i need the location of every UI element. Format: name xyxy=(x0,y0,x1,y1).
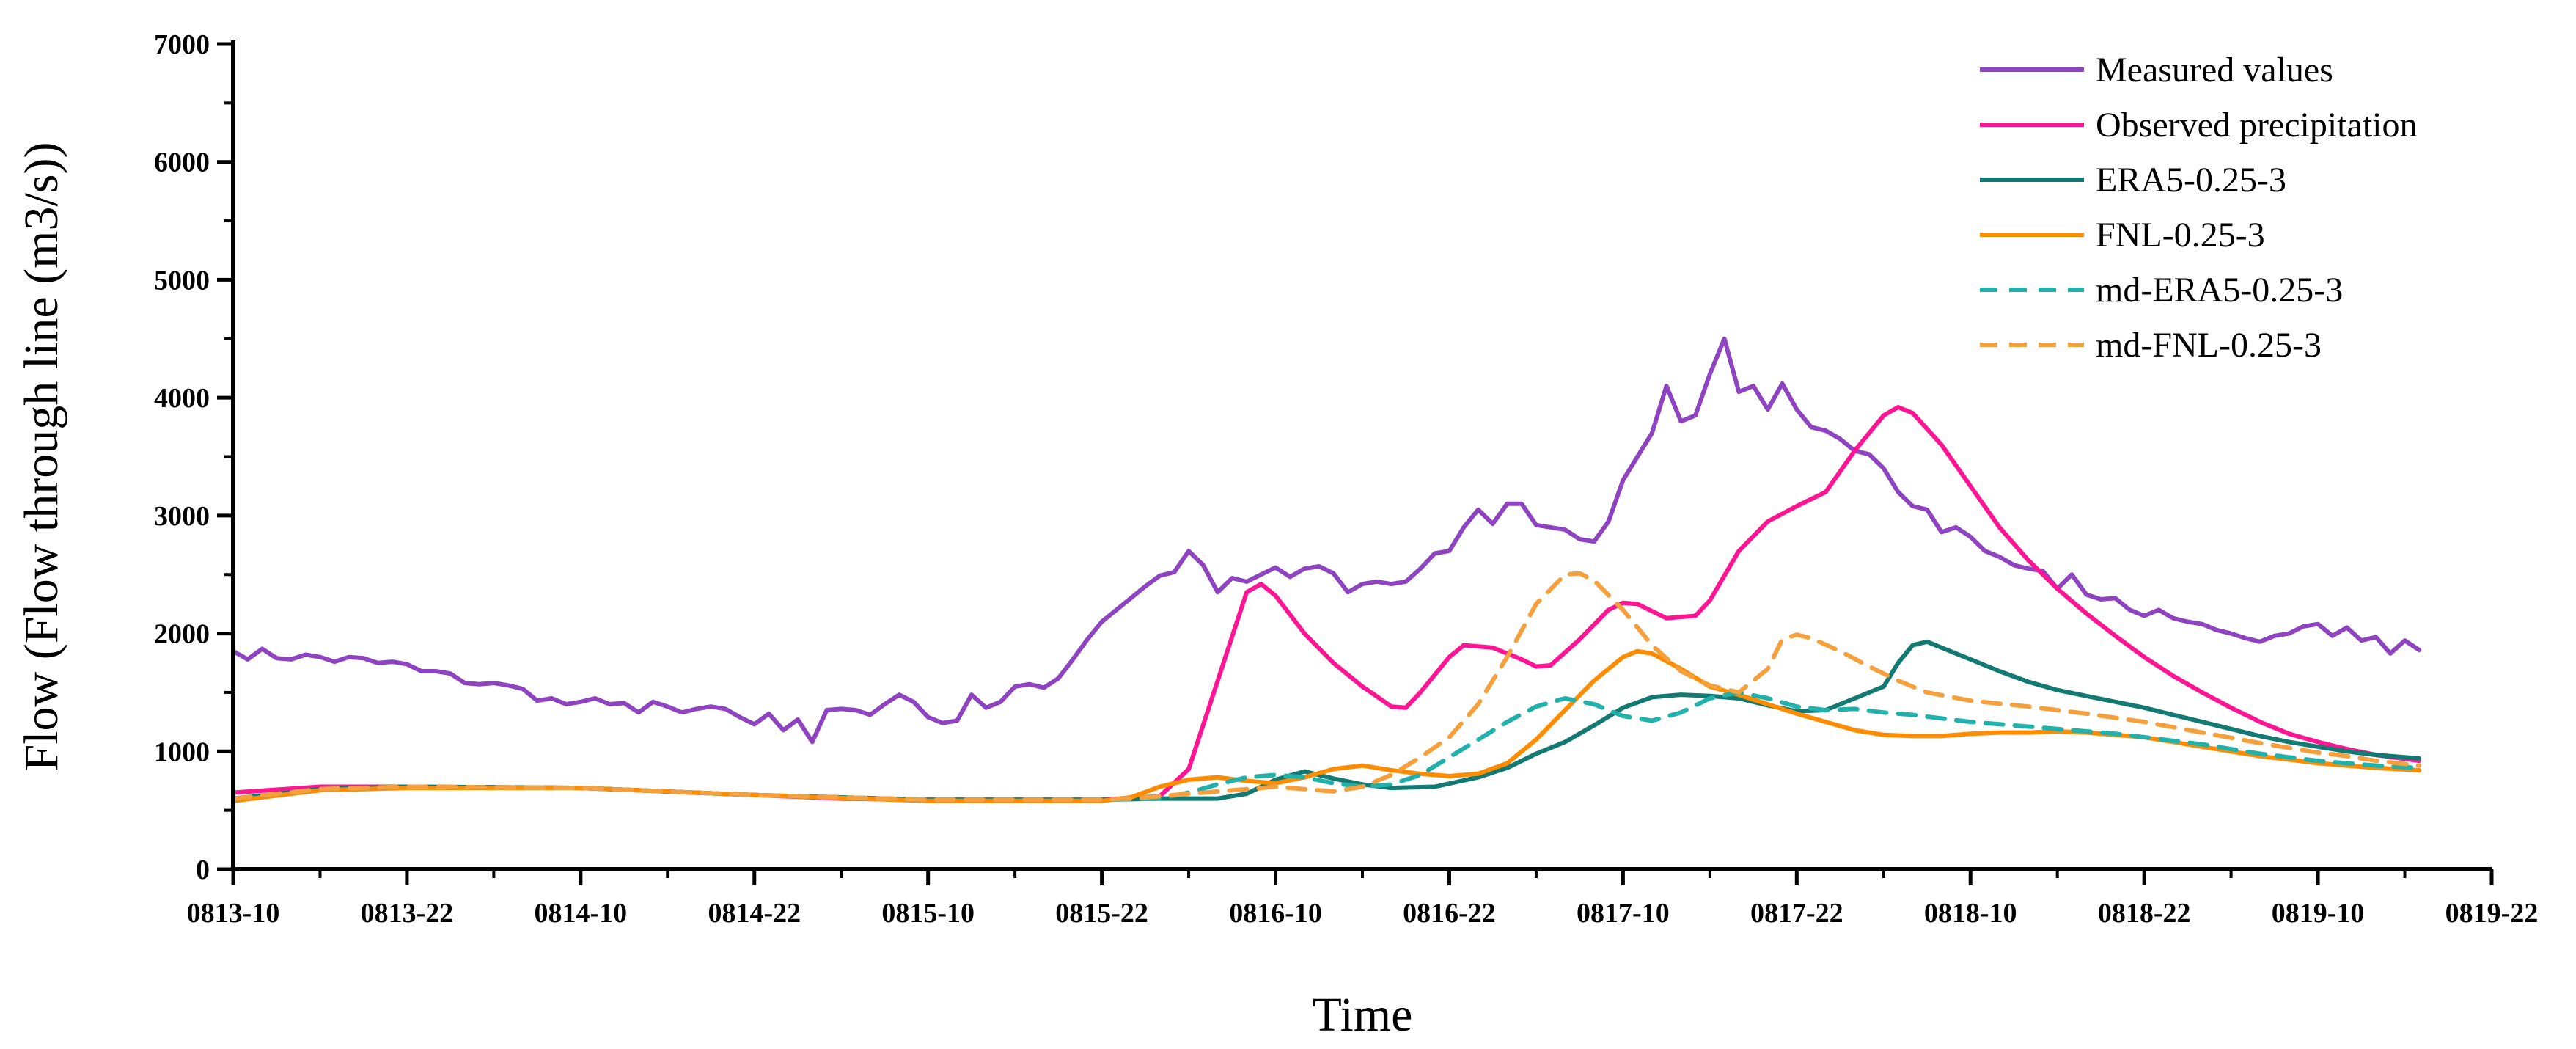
legend-label-6: md-FNL-0.25-3 xyxy=(2096,326,2322,365)
plot-area xyxy=(231,336,2422,803)
x-tick-label: 0816-22 xyxy=(1403,898,1496,929)
series-line-3 xyxy=(231,639,2422,803)
series-line-2 xyxy=(231,405,2422,803)
legend-label-2: Observed precipitation xyxy=(2096,106,2418,145)
x-tick-label: 0816-10 xyxy=(1229,898,1322,929)
legend: Measured values Observed precipitation ERA… xyxy=(1980,51,2418,365)
series-line-5 xyxy=(231,690,2422,803)
y-tick-label: 2000 xyxy=(154,619,210,650)
x-tick-label: 0814-10 xyxy=(535,898,628,929)
x-tick-label: 0815-22 xyxy=(1055,898,1148,929)
series-line-1 xyxy=(231,336,2422,745)
x-tick-label: 0819-22 xyxy=(2445,898,2539,929)
x-tick-label: 0817-22 xyxy=(1750,898,1843,929)
legend-label-1: Measured values xyxy=(2096,51,2333,89)
x-tick-label: 0815-10 xyxy=(881,898,975,929)
x-tick-label: 0813-10 xyxy=(187,898,280,929)
x-tick-label: 0818-10 xyxy=(1924,898,2017,929)
x-tick-label: 0819-10 xyxy=(2272,898,2365,929)
legend-label-5: md-ERA5-0.25-3 xyxy=(2096,271,2343,310)
y-tick-label: 1000 xyxy=(154,737,210,767)
y-tick-label: 6000 xyxy=(154,147,210,178)
x-tick-label: 0813-22 xyxy=(361,898,454,929)
legend-label-3: ERA5-0.25-3 xyxy=(2096,161,2286,200)
x-tick-label: 0817-10 xyxy=(1577,898,1670,929)
y-axis-title: Flow (Flow through line (m3/s)) xyxy=(15,142,68,772)
y-tick-label: 3000 xyxy=(154,501,210,532)
series-line-4 xyxy=(231,648,2422,803)
series-line-6 xyxy=(231,571,2422,803)
x-tick-label: 0814-22 xyxy=(708,898,801,929)
y-tick-label: 4000 xyxy=(154,383,210,414)
y-tick-label: 7000 xyxy=(154,29,210,60)
legend-label-4: FNL-0.25-3 xyxy=(2096,216,2265,255)
y-tick-label: 5000 xyxy=(154,265,210,296)
axes: 0 1000 2000 3000 4000 5000 6000 7000 0813-10 0813… xyxy=(154,29,2538,929)
y-tick-label: 0 xyxy=(196,855,210,885)
x-tick-label: 0818-22 xyxy=(2098,898,2191,929)
x-axis-title: Time xyxy=(1313,988,1413,1042)
